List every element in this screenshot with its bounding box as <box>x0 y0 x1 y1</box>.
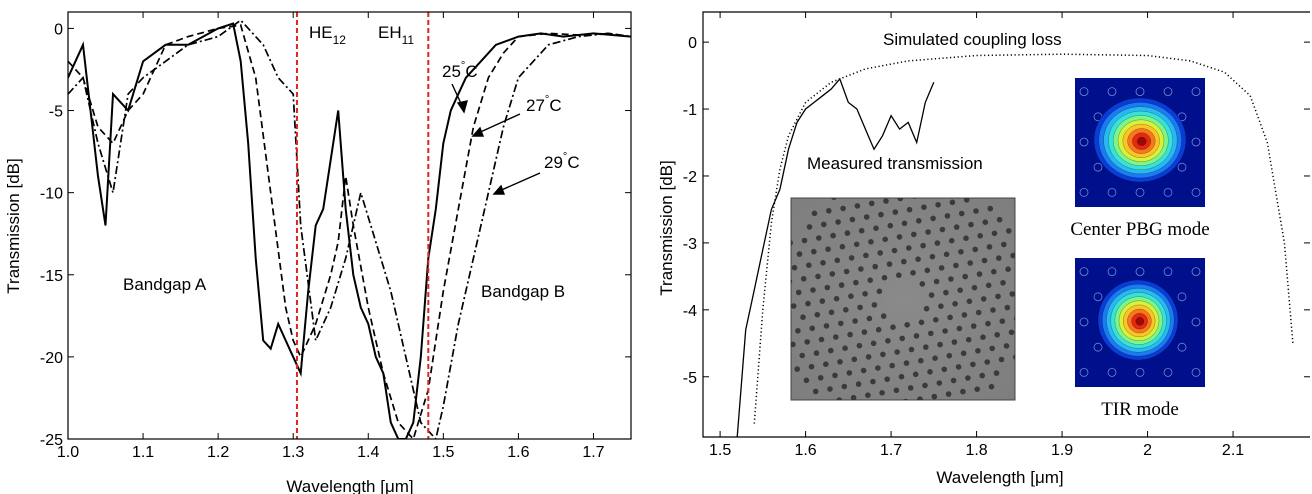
right-x-tick-label-5: 2 <box>1143 442 1152 459</box>
tir-mode-label: TIR mode <box>1101 399 1179 420</box>
right-y-tick-label-4: -4 <box>683 303 697 320</box>
temp-25-label: 25°C <box>442 60 478 81</box>
temp-27-label: 27°C <box>526 94 562 115</box>
right-series-line-0 <box>753 53 1294 424</box>
left-x-tick-label-4: 1.4 <box>357 444 379 461</box>
right-y-tick-label-2: -2 <box>683 169 697 186</box>
right-x-tick-label-1: 1.6 <box>794 442 816 459</box>
arrow-29-head <box>492 184 506 195</box>
arrow-27 <box>475 113 521 135</box>
right-series-line-1 <box>736 77 935 437</box>
right-axes-frame <box>702 11 1310 438</box>
temp-29-label: 29°C <box>544 151 580 172</box>
left-x-axis-label: Wavelength [μm] <box>286 477 413 494</box>
left-series-line-2 <box>68 19 631 439</box>
simulated-label: Simulated coupling loss <box>883 30 1062 49</box>
left-x-tick-label-3: 1.3 <box>282 444 304 461</box>
left-y-tick-label-0: 0 <box>54 21 63 38</box>
center-pbg-mode-image <box>1075 78 1205 207</box>
eh11-label: EH11 <box>378 23 414 47</box>
bandgap-a-label: Bandgap A <box>123 275 207 294</box>
arrow-25-head <box>456 100 468 114</box>
right-y-tick-label-3: -3 <box>683 236 697 253</box>
left-x-tick-label-2: 1.2 <box>207 444 229 461</box>
center-pbg-mode-label: Center PBG mode <box>1070 219 1209 240</box>
left-series-line-1 <box>68 24 631 439</box>
right-x-tick-label-3: 1.8 <box>965 442 987 459</box>
right-y-tick-label-0: 0 <box>688 35 697 52</box>
right-y-tick-label-1: -1 <box>683 102 697 119</box>
temp-arrows <box>451 83 541 195</box>
left-series-line-0 <box>68 22 631 439</box>
left-y-tick-label-1: -5 <box>49 104 63 121</box>
arrow-27-head <box>471 126 485 137</box>
left-x-tick-label-0: 1.0 <box>57 444 79 461</box>
bandgap-b-label: Bandgap B <box>481 282 565 301</box>
right-x-tick-label-6: 2.1 <box>1222 442 1244 459</box>
left-y-tick-label-5: -25 <box>40 432 63 449</box>
left-x-tick-label-5: 1.5 <box>432 444 454 461</box>
left-y-tick-label-3: -15 <box>40 268 63 285</box>
left-x-tick-label-6: 1.6 <box>507 444 529 461</box>
he12-label: HE12 <box>309 23 346 47</box>
left-x-tick-label-1: 1.1 <box>132 444 154 461</box>
left-axes-frame <box>67 11 632 440</box>
fiber-micrograph <box>790 197 1016 401</box>
measured-label: Measured transmission <box>807 154 983 173</box>
right-x-tick-label-0: 1.5 <box>709 442 731 459</box>
right-plot: 1.5 1.6 1.7 1.8 1.9 2 2.1 0 -1 -2 -3 -4 -5 Wavelengt… <box>657 11 1310 487</box>
right-x-axis-label: Wavelength [μm] <box>936 468 1063 487</box>
arrow-29 <box>496 172 541 193</box>
left-y-tick-label-4: -20 <box>40 350 63 367</box>
right-x-tick-label-2: 1.7 <box>880 442 902 459</box>
left-x-tick-label-7: 1.7 <box>582 444 604 461</box>
right-y-tick-label-5: -5 <box>683 370 697 387</box>
left-y-tick-label-2: -10 <box>40 186 63 203</box>
left-plot: 1.0 1.1 1.2 1.3 1.4 1.5 1.6 1.70-5-10-15-20-25 … <box>4 11 632 494</box>
tir-mode-image <box>1075 258 1205 387</box>
right-y-axis-label: Transmission [dB] <box>657 160 676 295</box>
right-x-tick-label-4: 1.9 <box>1051 442 1073 459</box>
left-y-axis-label: Transmission [dB] <box>4 158 23 293</box>
